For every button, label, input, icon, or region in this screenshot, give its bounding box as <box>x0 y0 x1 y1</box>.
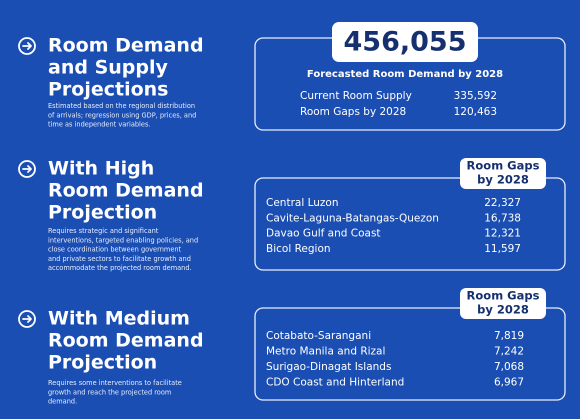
section-icon <box>18 160 36 178</box>
section-description: accommodate the projected room demand. <box>48 264 192 272</box>
row-label: Central Luzon <box>266 197 338 209</box>
row-value: 120,463 <box>454 106 497 118</box>
section-description: Estimated based on the regional distribu… <box>48 102 195 110</box>
row-value: 7,068 <box>494 361 524 373</box>
panel-box <box>254 307 566 401</box>
section-description: growth and reach the projected room <box>48 388 171 396</box>
row-label: Davao Gulf and Coast <box>266 228 381 240</box>
row-value: 335,592 <box>454 90 497 102</box>
section-description: Requires strategic and significant <box>48 227 159 235</box>
section-title: Projections <box>48 79 169 101</box>
badge-text: Room Gaps <box>467 289 540 303</box>
row-label: Cavite-Laguna-Batangas-Quezon <box>266 212 439 224</box>
section-icon-arrow <box>22 42 32 50</box>
row-value: 7,242 <box>494 346 524 358</box>
row-label: Room Gaps by 2028 <box>300 106 406 118</box>
section-description: close coordination between government <box>48 246 182 254</box>
section-description: of arrivals; regression using GDP, price… <box>48 111 196 119</box>
panel-box <box>254 177 566 271</box>
panel-subtitle: Forecasted Room Demand by 2028 <box>307 69 503 80</box>
headline-value: 456,055 <box>344 27 467 58</box>
badge-box <box>460 288 546 319</box>
section-description: and private sectors to facilitate growth… <box>48 255 191 263</box>
section-icon-arrow <box>22 315 32 323</box>
section-icon <box>18 37 36 55</box>
section-description: interventions, targeted enabling policie… <box>48 236 198 244</box>
row-label: Current Room Supply <box>300 90 412 102</box>
row-label: CDO Coast and Hinterland <box>266 377 404 389</box>
section-title: Projection <box>48 202 157 224</box>
section-description: Requires some interventions to facilitat… <box>48 379 182 387</box>
headline-box <box>332 22 478 62</box>
badge-text: by 2028 <box>477 303 529 317</box>
section-title: With Medium <box>48 308 190 330</box>
section-title: Room Demand <box>48 35 204 57</box>
row-value: 22,327 <box>484 197 521 209</box>
row-label: Metro Manila and Rizal <box>266 346 385 358</box>
section-description: time as independent variables. <box>48 121 150 129</box>
row-label: Surigao-Dinagat Islands <box>266 361 391 373</box>
row-value: 6,967 <box>494 377 524 389</box>
row-value: 16,738 <box>484 212 521 224</box>
section-title: and Supply <box>48 57 168 79</box>
section-title: Room Demand <box>48 180 204 202</box>
section-description: demand. <box>48 398 77 406</box>
section-title: Room Demand <box>48 330 204 352</box>
row-value: 12,321 <box>484 228 521 240</box>
section-icon-arrow <box>22 165 32 173</box>
badge-text: by 2028 <box>477 173 529 187</box>
badge-box <box>460 158 546 189</box>
badge-text: Room Gaps <box>467 159 540 173</box>
row-value: 7,819 <box>494 330 524 342</box>
section-title: Projection <box>48 352 157 374</box>
row-label: Bicol Region <box>266 243 331 255</box>
section-icon <box>18 310 36 328</box>
section-title: With High <box>48 158 154 180</box>
row-value: 11,597 <box>484 243 521 255</box>
row-label: Cotabato-Sarangani <box>266 330 371 342</box>
